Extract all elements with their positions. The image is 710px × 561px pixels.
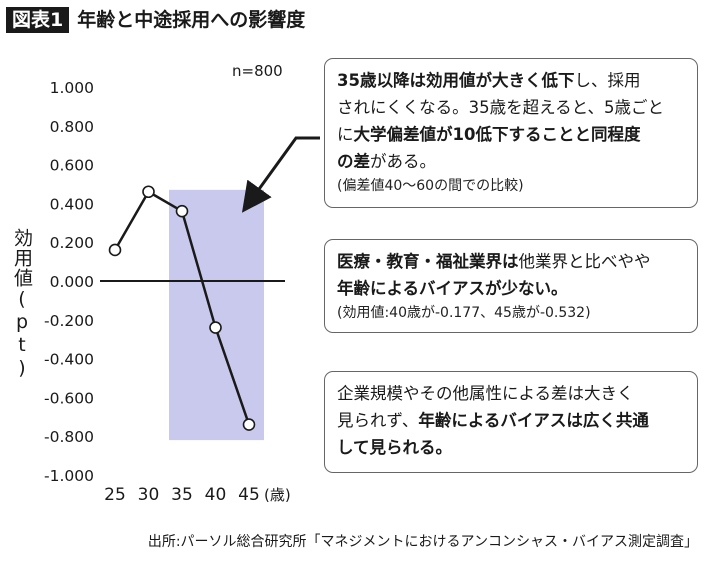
data-point xyxy=(242,418,256,431)
callout-line: 35歳以降は効用値が大きく低下し、採用 xyxy=(337,67,685,94)
callout-box-industry: 医療・教育・福祉業界は他業界と比べやや 年齢によるバイアスが少ない。 (効用値:… xyxy=(324,239,698,333)
callout-line: 企業規模やその他属性による差は大きく xyxy=(337,380,685,407)
callout-bold-text: の差 xyxy=(337,152,370,171)
callout-line: 見られず、年齢によるバイアスは広く共通 xyxy=(337,407,685,434)
callout-line: されにくくなる。35歳を超えると、5歳ごと xyxy=(337,94,685,121)
data-point xyxy=(108,243,122,257)
callout-text: 見られず、 xyxy=(337,411,419,430)
data-point xyxy=(209,321,222,334)
y-tick-label: 0.200 xyxy=(50,234,94,252)
figure-title: 年齢と中途採用への影響度 xyxy=(77,9,306,31)
callout-box-age-drop: 35歳以降は効用値が大きく低下し、採用 されにくくなる。35歳を超えると、5歳ご… xyxy=(324,58,698,208)
y-tick-label: -0.400 xyxy=(44,351,94,369)
y-tick-label: -0.200 xyxy=(44,312,94,330)
y-tick-label: 0.600 xyxy=(50,157,94,175)
callout-bold-text: 35歳以降は効用値が大きく低下 xyxy=(337,71,575,90)
callout-bold-text: 年齢によるバイアスが少ない。 xyxy=(337,279,568,298)
callout-bold-text: 年齢によるバイアスは広く共通 xyxy=(418,411,649,430)
figure-label: 図表1 xyxy=(6,7,70,33)
callout-box-common-bias: 企業規模やその他属性による差は大きく 見られず、年齢によるバイアスは広く共通 し… xyxy=(324,371,698,473)
callout-line: 医療・教育・福祉業界は他業界と比べやや xyxy=(337,248,685,275)
callout-line: 年齢によるバイアスが少ない。 xyxy=(337,275,685,302)
y-tick-label: -0.800 xyxy=(44,428,94,446)
callout-text: されにくくなる。35歳を超えると、5歳ごと xyxy=(337,98,665,117)
x-tick-label: 40 xyxy=(205,485,227,505)
callout-text: に xyxy=(337,125,354,144)
x-tick-label: 45 xyxy=(238,485,260,505)
y-tick-label: 0.000 xyxy=(50,273,94,291)
callout-bold-text: 医療・教育・福祉業界は xyxy=(337,252,519,271)
y-tick-label: -0.600 xyxy=(44,389,94,407)
x-tick-label: 25 xyxy=(104,485,126,505)
callout-line: の差がある。 xyxy=(337,148,685,175)
y-tick-label: 1.000 xyxy=(50,79,94,97)
callout-text: 企業規模やその他属性による差は大きく xyxy=(337,384,634,403)
callout-text: 他業界と比べやや xyxy=(518,252,651,271)
callout-text: がある。 xyxy=(370,152,436,171)
x-axis-unit-label: (歳) xyxy=(264,486,291,504)
highlight-band xyxy=(169,189,264,441)
sample-size-label: n=800 xyxy=(232,62,283,80)
callout-note: (偏差値40〜60の間での比較) xyxy=(337,178,524,194)
y-tick-label: -1.000 xyxy=(44,467,94,485)
callout-bold-text: 大学偏差値が10低下することと同程度 xyxy=(353,125,641,144)
x-tick-label: 35 xyxy=(171,485,193,505)
x-tick-label: 30 xyxy=(138,485,160,505)
callout-note: (効用値:40歳が-0.177、45歳が-0.532) xyxy=(337,305,591,321)
data-point xyxy=(175,204,189,218)
y-tick-label: 0.800 xyxy=(50,118,94,136)
figure-header: 図表1 年齢と中途採用への影響度 xyxy=(6,6,305,34)
callout-arrow xyxy=(241,136,320,213)
data-point xyxy=(142,185,155,199)
y-axis-label: 効用値(pt) xyxy=(11,228,33,380)
source-note: 出所:パーソル総合研究所「マネジメントにおけるアンコンシャス・バイアス測定調査」 xyxy=(147,534,698,550)
callout-bold-text: して見られる。 xyxy=(337,438,453,457)
callout-line: に大学偏差値が10低下することと同程度 xyxy=(337,121,685,148)
callout-line: して見られる。 xyxy=(337,434,685,461)
y-tick-label: 0.400 xyxy=(50,195,94,213)
callout-text: し、採用 xyxy=(574,71,641,90)
